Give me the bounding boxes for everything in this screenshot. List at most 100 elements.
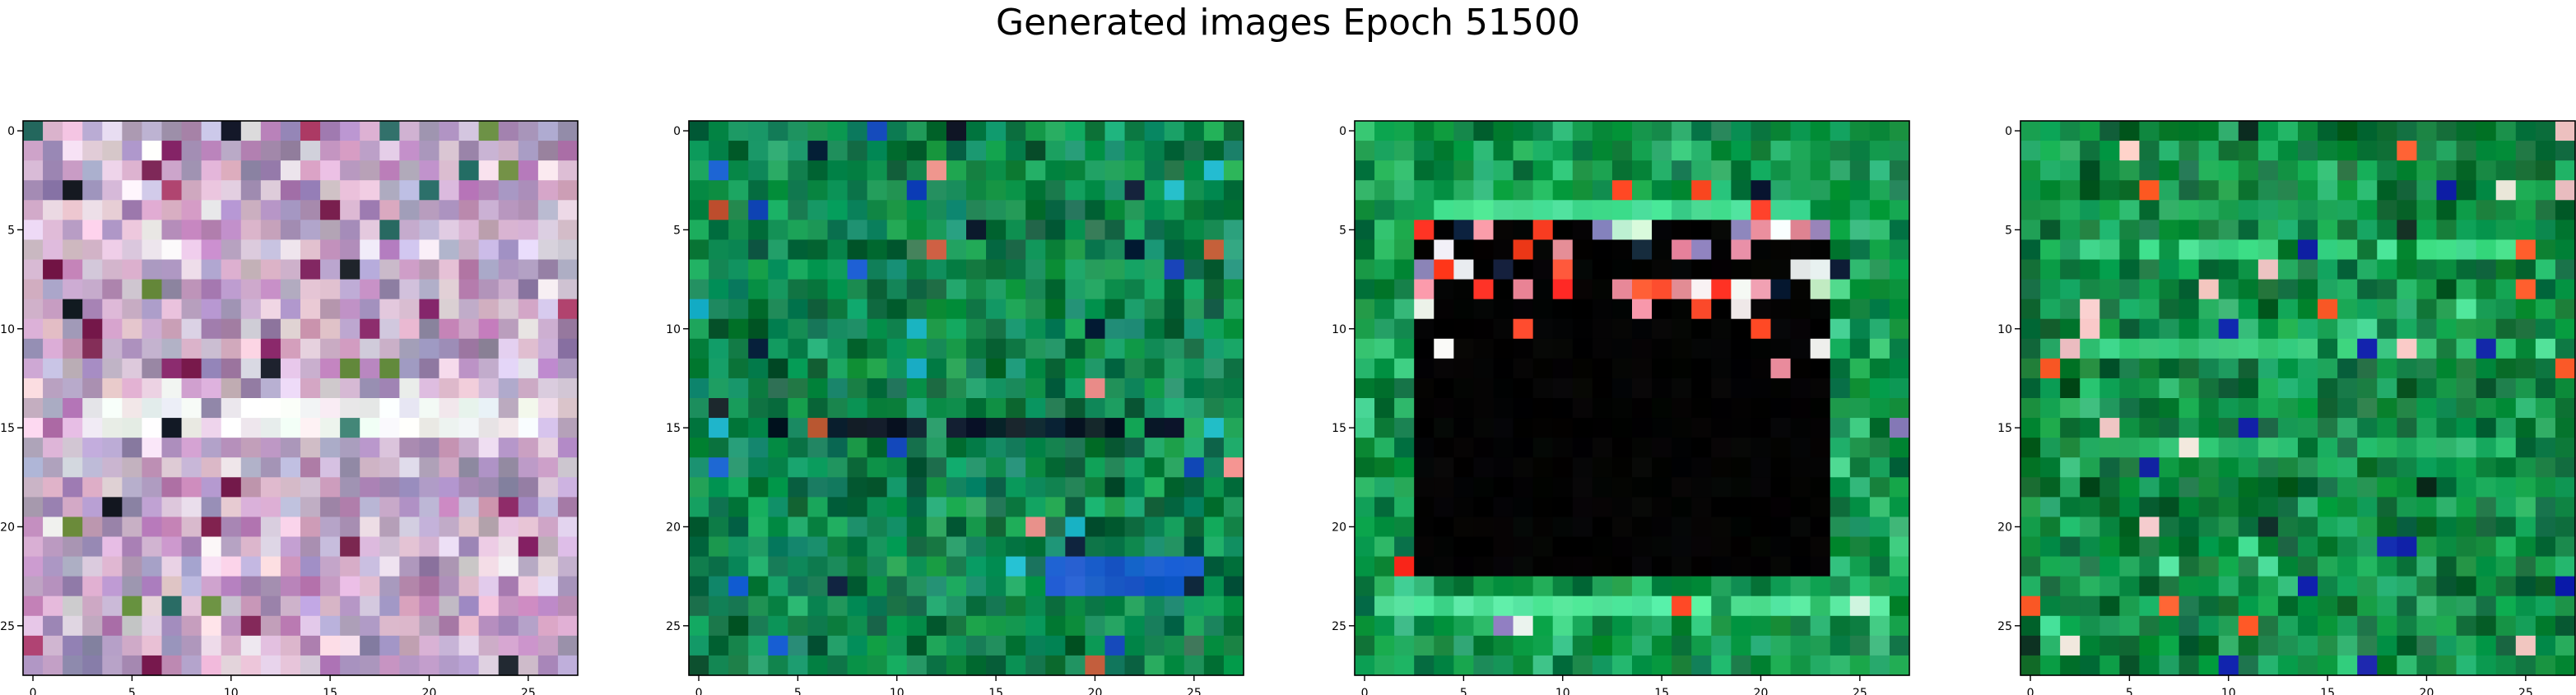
heatmap-cell [1414,160,1434,181]
heatmap-cell [1183,358,1205,379]
heatmap-cell [1611,318,1633,340]
heatmap-cell [946,220,967,241]
heatmap-cell [498,635,519,656]
heatmap-cell [300,279,321,300]
heatmap-cell [1770,239,1792,261]
heatmap-cell [1045,279,1066,300]
heatmap-cell [2357,378,2378,399]
heatmap-cell [2515,418,2536,438]
heatmap-cell [1790,556,1811,577]
heatmap-cell [1183,180,1205,201]
heatmap-cell [2357,299,2378,320]
heatmap-cell [2238,299,2259,320]
heatmap-cell [986,418,1007,438]
heatmap-cell [1144,358,1165,379]
heatmap-cell [2159,220,2180,241]
heatmap-cell [1025,595,1046,617]
heatmap-cell [2555,615,2576,637]
heatmap-cell [1473,259,1495,280]
heatmap-cell [122,615,143,637]
heatmap-cell [280,477,301,498]
heatmap-cell [1183,200,1205,220]
heatmap-cell [2238,141,2259,161]
heatmap-cell [1552,160,1574,181]
heatmap-cell [557,418,579,438]
heatmap-cell [161,318,183,340]
heatmap-cell [360,477,380,498]
heatmap-cell [867,595,888,617]
heatmap-cell [181,279,202,300]
heatmap-cell [2397,239,2418,261]
heatmap-cell [2238,595,2259,617]
heatmap-cell [906,338,928,359]
heatmap-cell [847,517,868,538]
heatmap-cell [399,259,421,280]
heatmap-cell [1513,180,1534,201]
heatmap-cell [439,259,460,280]
heatmap-cell [2535,318,2556,340]
heatmap-cell [221,655,242,676]
heatmap-cell [906,615,928,637]
heatmap-cell [1889,259,1910,280]
heatmap-cell [2318,121,2338,141]
heatmap-cell [1124,259,1146,280]
heatmap-cell [1611,615,1633,637]
heatmap-cell [2377,121,2397,141]
heatmap-cell [807,398,829,419]
heatmap-cell [2416,655,2438,676]
heatmap-cell [102,595,123,617]
heatmap-cell [1164,160,1185,181]
heatmap-cell [689,141,709,161]
heatmap-cell [2515,438,2536,458]
heatmap-cell [709,438,729,458]
heatmap-cell [1532,635,1554,656]
heatmap-cell [537,438,559,458]
heatmap-cell [2436,477,2457,498]
heatmap-cell [1611,497,1633,518]
heatmap-cell [1006,457,1026,478]
heatmap-cell [1164,200,1185,220]
heatmap-cell [1183,477,1205,498]
heatmap-cell [2080,457,2100,478]
heatmap-cell [906,180,928,201]
heatmap-cell [1572,358,1593,379]
heatmap-cell [1124,378,1146,399]
heatmap-cell [221,121,242,141]
heatmap-cell [1085,299,1106,320]
heatmap-cell [768,318,788,340]
heatmap-cell [2515,517,2536,538]
heatmap-cell [1592,536,1613,558]
heatmap-cell [2178,655,2200,676]
heatmap-cell [2357,180,2378,201]
heatmap-cell [966,576,987,597]
heatmap-cell [689,299,709,320]
heatmap-cell [886,576,908,597]
heatmap-cell [320,259,341,280]
heatmap-cell [142,121,163,141]
heatmap-cell [2080,299,2100,320]
heatmap-cell [2020,200,2041,220]
heatmap-cell [2357,279,2378,300]
heatmap-cell [2318,378,2338,399]
heatmap-cell [1144,517,1165,538]
heatmap-cell [748,318,769,340]
heatmap-cell [142,615,163,637]
heatmap-cell [300,220,321,241]
heatmap-cell [1223,338,1244,359]
heatmap-cell [260,299,281,320]
heatmap-cell [2257,160,2279,181]
heatmap-cell [1849,239,1871,261]
heatmap-cell [2139,220,2160,241]
heatmap-cell [23,595,44,617]
heatmap-cell [399,318,421,340]
heatmap-cell [2198,615,2220,637]
heatmap-cell [1065,595,1086,617]
heatmap-cell [280,517,301,538]
heatmap-cell [419,457,440,478]
heatmap-cell [2178,438,2200,458]
heatmap-cell [1672,220,1692,241]
heatmap-cell [1731,378,1752,399]
heatmap-cell [1810,358,1831,379]
heatmap-cell [1790,635,1811,656]
